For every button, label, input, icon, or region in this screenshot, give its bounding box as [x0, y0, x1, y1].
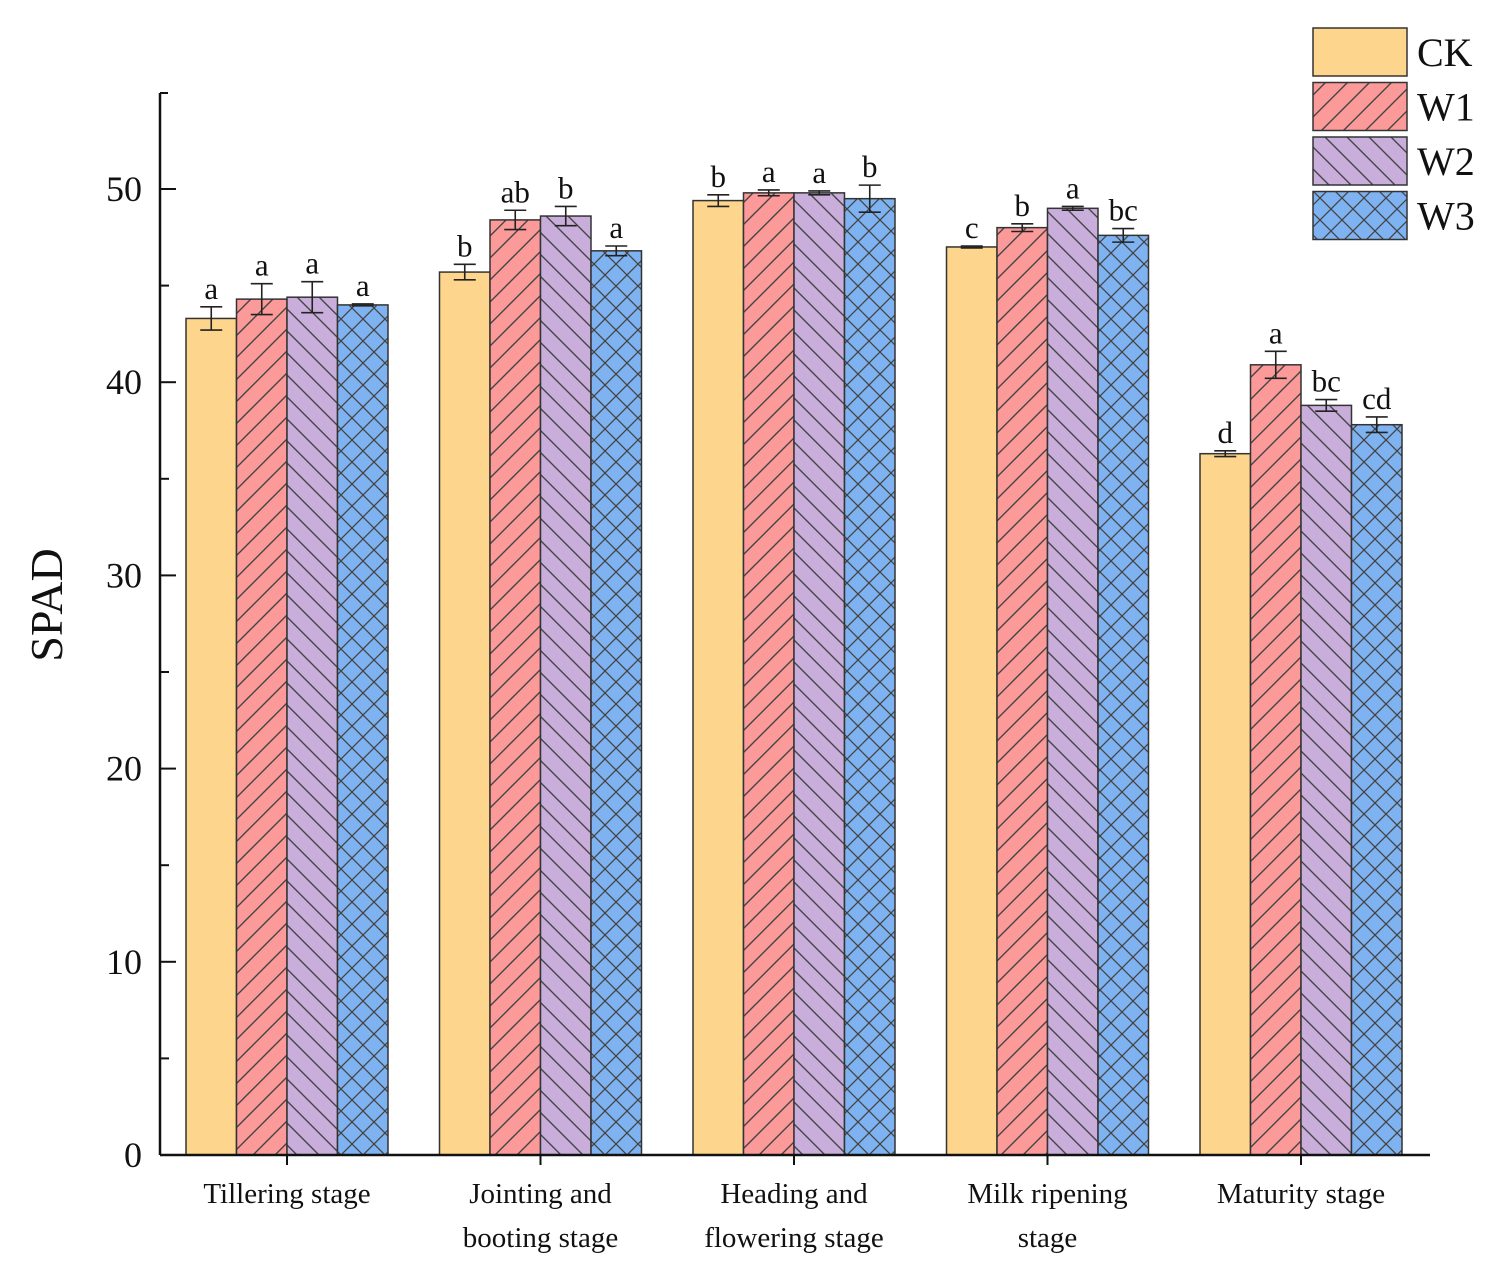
significance-label-ck-3: c	[965, 210, 979, 245]
x-category-label-line: booting stage	[463, 1222, 618, 1254]
y-tick-label-0: 0	[124, 1135, 142, 1175]
significance-label-w3-2: b	[862, 149, 878, 184]
bar-hatch-w1-1	[490, 219, 541, 1156]
x-category-label-1: Jointing and booting stage	[463, 1178, 618, 1254]
bar-hatch-w3-3	[1098, 235, 1149, 1156]
bar-hatch-w1-0	[236, 299, 287, 1155]
significance-label-ck-4: d	[1218, 415, 1234, 450]
x-category-label-line: Jointing and	[469, 1178, 612, 1210]
significance-label-w3-4: cd	[1362, 381, 1392, 416]
bar-ck-0	[186, 318, 237, 1156]
significance-label-w1-3: b	[1015, 188, 1031, 223]
legend-label-w3: W3	[1417, 194, 1475, 239]
bar-ck-2	[693, 200, 744, 1156]
x-category-label-0: Tillering stage	[203, 1178, 370, 1210]
significance-label-w1-0: a	[255, 248, 269, 283]
legend-swatch-hatch-w3	[1313, 191, 1407, 240]
significance-label-w3-3: bc	[1109, 193, 1138, 228]
x-category-label-line: Milk ripening	[967, 1178, 1127, 1210]
x-category-label-2: Heading and flowering stage	[704, 1178, 884, 1254]
x-category-label-line: stage	[1018, 1222, 1078, 1254]
legend-label-w1: W1	[1417, 85, 1475, 130]
significance-label-w2-2: a	[812, 155, 826, 190]
x-category-label-line: Maturity stage	[1217, 1178, 1385, 1210]
x-category-label-line: flowering stage	[704, 1222, 884, 1254]
x-category-label-line: Heading and	[720, 1178, 868, 1210]
bar-ck-3	[946, 246, 997, 1155]
bar-hatch-w1-4	[1250, 364, 1301, 1155]
bar-ck-4	[1200, 453, 1251, 1156]
significance-label-w2-0: a	[305, 246, 319, 281]
y-tick-label-40: 40	[106, 362, 142, 402]
bar-hatch-w1-3	[997, 227, 1048, 1155]
significance-label-ck-2: b	[711, 159, 727, 194]
y-tick-label-20: 20	[106, 749, 142, 789]
bar-hatch-w1-2	[743, 192, 794, 1155]
legend-swatch-hatch-w2	[1313, 137, 1407, 185]
legend-swatch-hatch-w1	[1313, 82, 1407, 131]
legend-label-ck: CK	[1417, 30, 1473, 75]
bar-hatch-w3-2	[844, 198, 895, 1155]
x-category-label-line: Tillering stage	[203, 1178, 370, 1210]
significance-label-w1-2: a	[762, 154, 776, 189]
x-category-label-4: Maturity stage	[1217, 1178, 1385, 1210]
bar-hatch-w3-1	[591, 250, 642, 1156]
x-category-label-3: Milk ripening stage	[967, 1178, 1127, 1254]
y-axis-title: SPAD	[21, 548, 72, 661]
bar-hatch-w2-4	[1301, 405, 1352, 1155]
legend-swatch-outline-w2	[1312, 136, 1408, 186]
significance-label-w3-1: a	[609, 210, 623, 245]
significance-label-w2-4: bc	[1312, 364, 1341, 399]
significance-label-w3-0: a	[356, 268, 370, 303]
y-tick-label-10: 10	[106, 942, 142, 982]
bar-hatch-w3-4	[1351, 424, 1402, 1156]
significance-label-w1-1: ab	[501, 174, 530, 209]
legend-label-w2: W2	[1417, 139, 1475, 184]
legend-swatch-outline-ck	[1312, 27, 1408, 77]
bar-hatch-w3-0	[337, 304, 388, 1155]
legend-swatch-outline-w3	[1312, 190, 1408, 241]
significance-label-ck-1: b	[457, 228, 473, 263]
bar-hatch-w2-1	[540, 216, 591, 1156]
significance-label-w2-1: b	[558, 170, 574, 205]
significance-label-w1-4: a	[1269, 315, 1283, 350]
y-tick-label-30: 30	[106, 555, 142, 595]
bar-hatch-w2-2	[794, 192, 845, 1155]
y-tick-label-50: 50	[106, 169, 142, 209]
significance-label-w2-3: a	[1066, 170, 1080, 205]
legend-swatch-outline-w1	[1312, 81, 1408, 132]
bar-hatch-w2-0	[287, 297, 338, 1155]
legend-swatch-ck	[1313, 28, 1407, 76]
significance-label-ck-0: a	[204, 271, 218, 306]
bar-hatch-w2-3	[1047, 208, 1098, 1155]
bar-ck-1	[439, 272, 490, 1155]
